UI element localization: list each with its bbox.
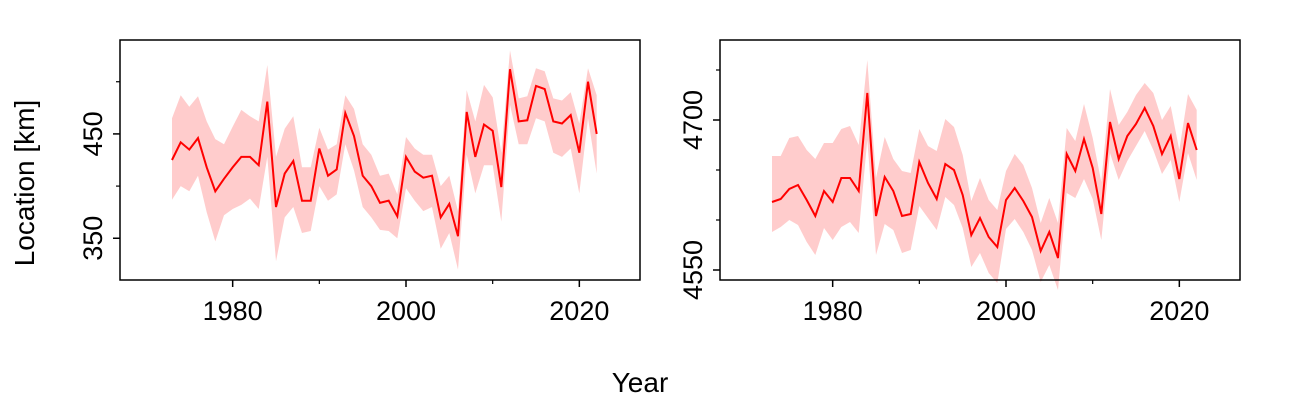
x-tick-label: 1980 bbox=[803, 296, 863, 326]
y-tick-label: 350 bbox=[78, 216, 108, 261]
plot-frame bbox=[719, 39, 1241, 281]
plot-frame bbox=[119, 39, 641, 281]
series-line bbox=[771, 92, 1198, 259]
series-line bbox=[171, 69, 598, 237]
y-tick-label: 4550 bbox=[678, 240, 708, 300]
x-tick-label: 2020 bbox=[1149, 296, 1209, 326]
y-tick-label: 4700 bbox=[678, 90, 708, 150]
x-tick-label: 2000 bbox=[976, 296, 1036, 326]
confidence-band bbox=[772, 60, 1197, 290]
x-tick-label: 2000 bbox=[376, 296, 436, 326]
x-tick-label: 1980 bbox=[203, 296, 263, 326]
y-axis-label: Location [km] bbox=[9, 100, 40, 267]
chart-panel-left: 1980 2000 2020 350 450 bbox=[78, 39, 641, 326]
confidence-band bbox=[172, 50, 597, 270]
x-axis-label: Year bbox=[612, 367, 669, 398]
y-tick-label: 450 bbox=[78, 111, 108, 156]
x-tick-label: 2020 bbox=[549, 296, 609, 326]
chart-panel-right: 1980 2000 2020 4550 4700 bbox=[678, 39, 1241, 326]
